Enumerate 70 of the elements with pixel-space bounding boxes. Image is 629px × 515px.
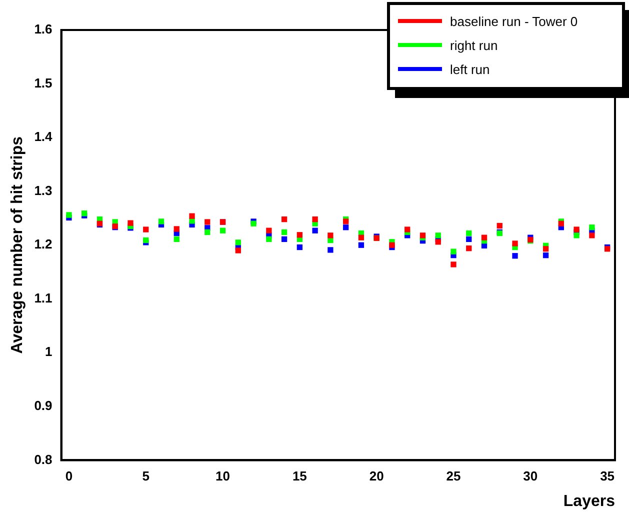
- point: [481, 234, 488, 240]
- point: [266, 236, 272, 242]
- point: [296, 244, 303, 250]
- point: [174, 236, 180, 242]
- point: [204, 219, 210, 225]
- y-tick-label: 0.8: [34, 452, 52, 467]
- y-axis-title: Average number of hit strips: [9, 136, 26, 354]
- point: [328, 247, 334, 253]
- legend-label: baseline run - Tower 0: [450, 14, 578, 28]
- point: [128, 220, 134, 226]
- legend-label: right run: [450, 38, 498, 52]
- point: [343, 218, 349, 224]
- point: [574, 226, 580, 232]
- point: [466, 246, 472, 252]
- point: [143, 226, 149, 232]
- point: [589, 224, 595, 230]
- y-tick-label: 0.9: [34, 398, 52, 414]
- y-tick-label: 1.1: [34, 290, 52, 306]
- point: [574, 232, 580, 238]
- point: [343, 224, 349, 230]
- point: [542, 252, 549, 258]
- point: [189, 213, 195, 219]
- legend-label: left run: [450, 62, 490, 76]
- x-tick-label: 10: [216, 468, 230, 484]
- x-tick-label: 20: [369, 468, 384, 484]
- point: [174, 226, 180, 232]
- y-tick-label: 1: [45, 344, 52, 360]
- point: [450, 262, 456, 268]
- x-tick-label: 5: [142, 468, 150, 484]
- x-tick-label: 35: [600, 468, 615, 484]
- point: [235, 248, 241, 254]
- point: [589, 232, 595, 238]
- y-tick-label: 1.4: [34, 129, 54, 144]
- point: [466, 236, 472, 242]
- x-axis-title: Layers: [563, 492, 616, 510]
- point: [281, 216, 288, 222]
- point: [312, 228, 318, 234]
- point: [281, 236, 288, 242]
- point: [204, 229, 210, 236]
- point: [158, 218, 164, 224]
- point: [266, 228, 272, 234]
- point: [235, 240, 241, 246]
- point: [312, 216, 318, 222]
- point: [389, 242, 395, 248]
- point: [542, 246, 549, 252]
- x-tick-label: 25: [446, 468, 461, 484]
- point: [328, 232, 334, 238]
- y-tick-label: 1.2: [34, 236, 52, 252]
- x-tick-label: 30: [523, 468, 538, 484]
- point: [450, 248, 456, 254]
- point: [496, 222, 502, 229]
- point: [358, 234, 364, 240]
- x-tick-label: 15: [292, 468, 307, 484]
- point: [220, 228, 226, 234]
- point: [281, 229, 288, 236]
- x-tick-label: 0: [65, 468, 73, 484]
- point: [435, 232, 441, 238]
- point: [358, 242, 364, 248]
- y-tick-label: 1.3: [34, 182, 52, 198]
- point: [66, 212, 72, 218]
- point: [296, 232, 303, 238]
- point: [328, 237, 334, 244]
- point: [512, 253, 518, 259]
- point: [512, 240, 518, 246]
- y-tick-label: 1.6: [34, 22, 52, 37]
- y-tick-label: 1.5: [34, 75, 52, 90]
- point: [466, 230, 472, 236]
- point: [435, 239, 441, 245]
- point: [143, 237, 149, 244]
- point: [404, 226, 410, 232]
